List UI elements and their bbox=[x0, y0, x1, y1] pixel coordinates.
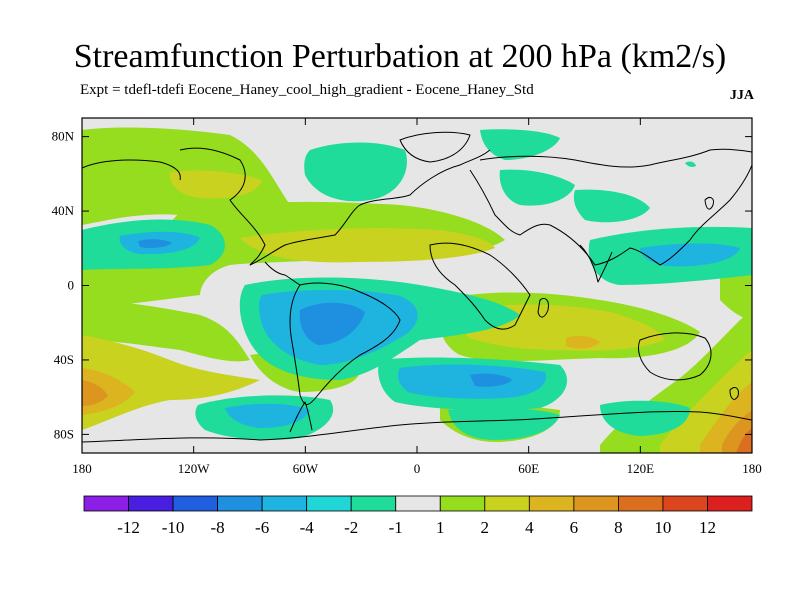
colorbar-label: 1 bbox=[436, 518, 445, 537]
contour-asia-negative bbox=[499, 169, 575, 206]
axis-ticks: 80N 40N 0 40S 80S 180 120W 60W 0 60E 120E 180 bbox=[52, 118, 762, 476]
coastline-eurasia-north bbox=[479, 148, 752, 168]
contour-south-pacific-broad bbox=[82, 335, 260, 430]
colorbar-label: -4 bbox=[300, 518, 315, 537]
colorbar-swatch bbox=[662, 495, 708, 512]
coastline-europe bbox=[469, 169, 551, 236]
contour-south-indian-4neg bbox=[398, 364, 546, 399]
contour-south-pacific-8 bbox=[82, 380, 108, 406]
y-tick-label: 0 bbox=[68, 278, 75, 293]
coastline-madagascar bbox=[537, 297, 549, 318]
colorbar-swatch bbox=[217, 495, 263, 512]
colorbar-label: -8 bbox=[211, 518, 225, 537]
season-label: JJA bbox=[729, 88, 754, 103]
contour-southern-ocean-4neg bbox=[225, 403, 310, 428]
y-tick-label: 80N bbox=[52, 129, 75, 144]
colorbar-swatch bbox=[350, 495, 397, 512]
x-tick-label: 180 bbox=[742, 461, 762, 476]
contour-south-pacific-west bbox=[82, 300, 250, 362]
coastline-antarctica bbox=[82, 411, 752, 443]
colorbar-label: -10 bbox=[162, 518, 185, 537]
x-tick-label: 60E bbox=[518, 461, 539, 476]
colorbar-swatch bbox=[484, 495, 530, 512]
colorbar-label: 8 bbox=[614, 518, 623, 537]
x-tick-label: 0 bbox=[414, 461, 421, 476]
colorbar: -12 -10 -8 -6 -4 -2 -1 1 2 4 6 8 10 12 bbox=[83, 495, 753, 537]
colorbar-swatch bbox=[618, 495, 664, 512]
contour-europe-negative bbox=[304, 142, 407, 202]
coastline-india bbox=[579, 244, 613, 283]
colorbar-label: 4 bbox=[525, 518, 534, 537]
coastline-africa bbox=[429, 242, 531, 330]
coastline-north-america bbox=[179, 147, 491, 266]
colorbar-swatch bbox=[128, 495, 174, 512]
contour-antarctic-east-negative bbox=[600, 400, 690, 436]
colorbar-label: 2 bbox=[481, 518, 490, 537]
coastline-new-zealand bbox=[729, 387, 739, 400]
y-tick-label: 80S bbox=[54, 426, 74, 441]
colorbar-swatch bbox=[261, 495, 308, 512]
colorbar-label: -6 bbox=[255, 518, 269, 537]
contour-central-asia-negative bbox=[573, 189, 650, 223]
plot-title: Streamfunction Perturbation at 200 hPa (… bbox=[73, 38, 727, 75]
continent-outlines bbox=[82, 131, 752, 443]
coastline-central-america bbox=[264, 261, 301, 286]
coastline-greenland bbox=[399, 131, 471, 163]
contour-antarctic-negative bbox=[448, 407, 560, 440]
x-tick-label: 120E bbox=[627, 461, 655, 476]
contour-south-america-6neg bbox=[299, 302, 365, 345]
colorbar-swatch bbox=[528, 495, 575, 512]
coastline-antarctic-peninsula bbox=[289, 401, 313, 433]
y-tick-label: 40S bbox=[54, 352, 74, 367]
colorbar-swatch bbox=[395, 495, 441, 512]
coastline-asia-south bbox=[549, 164, 752, 266]
colorbar-label: -1 bbox=[389, 518, 403, 537]
x-tick-label: 60W bbox=[293, 461, 319, 476]
colorbar-swatch bbox=[172, 495, 218, 512]
colorbar-swatch bbox=[83, 495, 129, 512]
coastline-japan bbox=[704, 197, 714, 210]
y-tick-label: 40N bbox=[52, 203, 75, 218]
coastline-south-america bbox=[289, 282, 401, 405]
contour-north-pacific-ne bbox=[100, 129, 180, 149]
colorbar-label: 12 bbox=[699, 518, 716, 537]
colorbar-label: -2 bbox=[344, 518, 358, 537]
colorbar-swatch bbox=[439, 495, 486, 512]
contour-west-pacific-4neg bbox=[640, 243, 740, 267]
x-tick-label: 180 bbox=[72, 461, 92, 476]
contour-northeast-small bbox=[685, 161, 696, 167]
map-plot-area bbox=[82, 118, 752, 453]
colorbar-swatch bbox=[707, 495, 753, 512]
experiment-subtitle: Expt = tdefl-tdefi Eocene_Haney_cool_hig… bbox=[80, 82, 534, 98]
contour-north-pacific-6neg bbox=[138, 239, 172, 248]
coastline-alaska bbox=[82, 159, 181, 181]
colorbar-label: 10 bbox=[654, 518, 671, 537]
colorbar-label: -12 bbox=[117, 518, 140, 537]
x-tick-label: 120W bbox=[178, 461, 211, 476]
colorbar-swatch bbox=[306, 495, 352, 512]
coastline-australia bbox=[637, 332, 712, 381]
colorbar-swatch bbox=[573, 495, 619, 512]
colorbar-label: 6 bbox=[570, 518, 579, 537]
contour-arctic-negative bbox=[480, 129, 560, 160]
contour-indian-ocean-6 bbox=[566, 335, 600, 349]
contour-south-indian-6neg bbox=[470, 373, 512, 387]
